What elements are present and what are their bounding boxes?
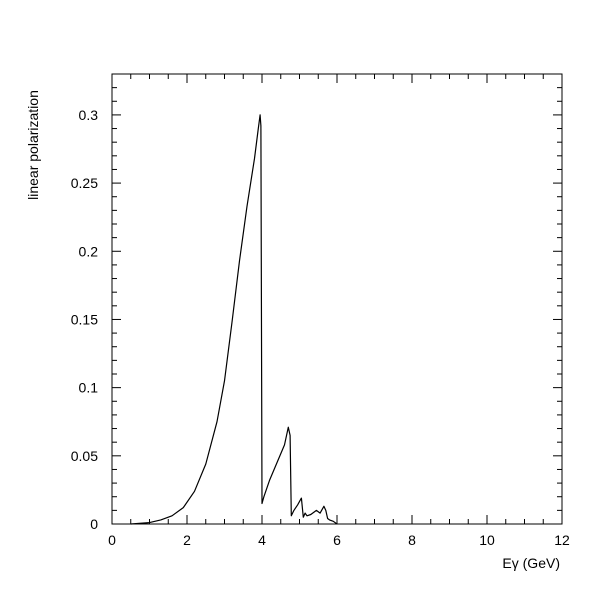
x-tick-label: 8 [408, 532, 416, 548]
series-line [130, 114, 338, 525]
y-axis: 0 0.05 0.1 0.15 0.2 0.25 0.3 [71, 73, 562, 532]
y-tick-label: 0.3 [79, 107, 99, 123]
x-tick-label: 10 [479, 532, 495, 548]
y-tick-label: 0.25 [71, 175, 98, 191]
x-axis-label: Eγ (GeV) [502, 555, 560, 571]
series-layer [130, 114, 338, 525]
y-tick-label: 0.2 [79, 243, 99, 259]
y-tick-label: 0.05 [71, 448, 98, 464]
y-axis-label: linear polarization [25, 90, 41, 200]
x-tick-label: 4 [258, 532, 266, 548]
x-tick-label: 0 [108, 532, 116, 548]
x-tick-label: 12 [554, 532, 570, 548]
x-tick-label: 6 [333, 532, 341, 548]
x-axis: 0 2 4 6 8 10 12 [108, 74, 570, 548]
y-tick-label: 0 [90, 516, 98, 532]
y-tick-label: 0.15 [71, 311, 98, 327]
x-tick-label: 2 [183, 532, 191, 548]
y-tick-label: 0.1 [79, 380, 99, 396]
plot-frame [111, 73, 563, 525]
